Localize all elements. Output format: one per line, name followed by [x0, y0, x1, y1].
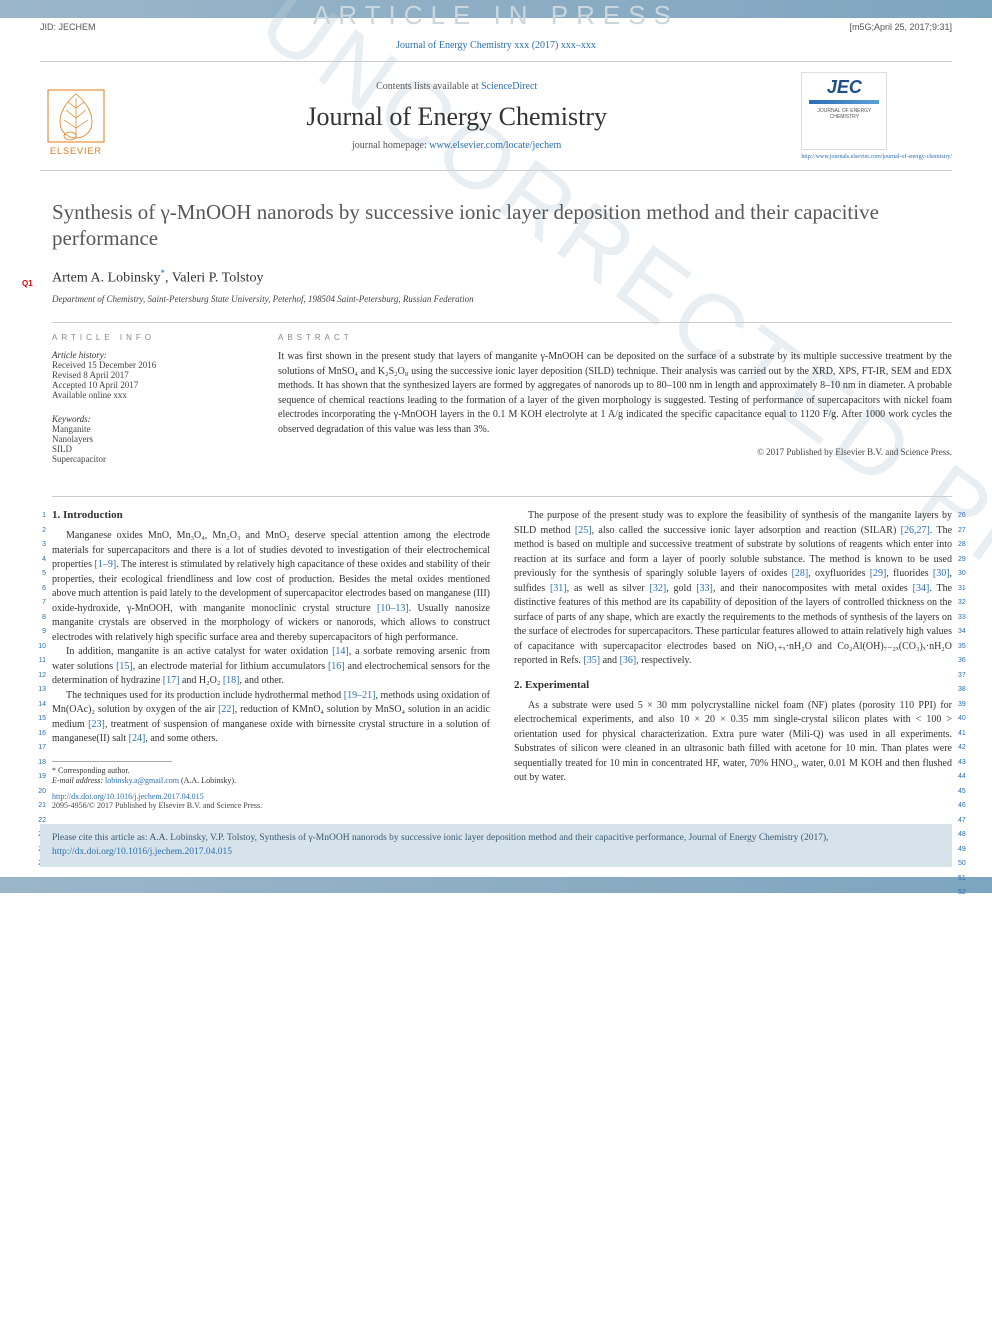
keyword-item: Manganite	[52, 424, 252, 434]
jec-cover-block: JEC JOURNAL OF ENERGY CHEMISTRY http://w…	[801, 72, 952, 160]
keyword-item: SILD	[52, 444, 252, 454]
journal-citation-line: Journal of Energy Chemistry xxx (2017) x…	[0, 34, 992, 61]
divider-2	[52, 496, 952, 497]
article-content: Q1 Synthesis of γ-MnOOH nanorods by succ…	[0, 171, 992, 810]
intro-para-1: Manganese oxides MnO, Mn₃O₄, Mn₂O₃ and M…	[52, 529, 490, 645]
article-info-block: ARTICLE INFO Article history: Received 1…	[52, 333, 252, 478]
abstract-heading: ABSTRACT	[278, 333, 952, 342]
author-2: Valeri P. Tolstoy	[172, 270, 264, 285]
elsevier-brand-text: ELSEVIER	[50, 146, 102, 156]
journal-name: Journal of Energy Chemistry	[126, 102, 787, 132]
intro-para-2: In addition, manganite is an active cata…	[52, 645, 490, 689]
author-email-link[interactable]: lobinsky.a@gmail.com	[105, 776, 179, 785]
contents-prefix: Contents lists available at	[376, 81, 481, 92]
jec-color-bar	[809, 100, 879, 104]
elsevier-logo: ELSEVIER	[40, 76, 112, 156]
jec-subtitle: JOURNAL OF ENERGY CHEMISTRY	[802, 108, 886, 120]
experimental-para-1: As a substrate were used 5 × 30 mm polyc…	[514, 699, 952, 786]
bottom-gradient-bar	[0, 877, 992, 893]
keyword-item: Nanolayers	[52, 434, 252, 444]
citation-box: Please cite this article as: A.A. Lobins…	[40, 824, 952, 867]
author-separator: ,	[165, 270, 172, 285]
author-1: Artem A. Lobinsky	[52, 270, 161, 285]
online-date: Available online xxx	[52, 390, 252, 400]
article-history: Article history: Received 15 December 20…	[52, 350, 252, 400]
introduction-heading: 1. Introduction	[52, 509, 490, 521]
corresponding-author-note: * Corresponding author.	[52, 766, 490, 776]
typeset-stamp: [m5G;April 25, 2017;9:31]	[849, 22, 952, 32]
two-column-body: 1234567891011121314151617181920212223242…	[52, 509, 952, 810]
experimental-heading: 2. Experimental	[514, 679, 952, 691]
email-suffix: (A.A. Lobinsky).	[179, 776, 236, 785]
abstract-text: It was first shown in the present study …	[278, 350, 952, 437]
query-marker-q1: Q1	[22, 279, 33, 288]
journal-masthead: ELSEVIER Contents lists available at Sci…	[40, 61, 952, 171]
elsevier-tree-icon	[46, 88, 106, 144]
contents-available-line: Contents lists available at ScienceDirec…	[126, 81, 787, 92]
info-abstract-row: ARTICLE INFO Article history: Received 1…	[52, 333, 952, 478]
email-line: E-mail address: lobinsky.a@gmail.com (A.…	[52, 776, 490, 786]
jec-cover-thumbnail: JEC JOURNAL OF ENERGY CHEMISTRY	[801, 72, 887, 150]
homepage-prefix: journal homepage:	[352, 140, 429, 151]
masthead-center: Contents lists available at ScienceDirec…	[126, 81, 787, 151]
line-numbers-left: 1234567891011121314151617181920212223242…	[24, 509, 46, 872]
keywords-block: Keywords: Manganite Nanolayers SILD Supe…	[52, 414, 252, 464]
received-date: Received 15 December 2016	[52, 360, 252, 370]
keywords-label: Keywords:	[52, 414, 252, 424]
revised-date: Revised 8 April 2017	[52, 370, 252, 380]
article-title: Synthesis of γ-MnOOH nanorods by success…	[52, 199, 952, 252]
keyword-item: Supercapacitor	[52, 454, 252, 464]
line-numbers-right: 2627282930313233343536373839404142434445…	[958, 509, 980, 901]
homepage-link[interactable]: www.elsevier.com/locate/jechem	[429, 140, 561, 151]
jid-code: JID: JECHEM	[40, 22, 96, 32]
footnote-separator	[52, 761, 172, 762]
article-in-press-watermark: ARTICLE IN PRESS	[313, 0, 679, 31]
intro-para-4: The purpose of the present study was to …	[514, 509, 952, 669]
sciencedirect-link[interactable]: ScienceDirect	[481, 81, 537, 92]
intro-para-3: The techniques used for its production i…	[52, 689, 490, 747]
page-root: ARTICLE IN PRESS UNCORRECTED PROOF JID: …	[0, 0, 992, 1323]
abstract-copyright: © 2017 Published by Elsevier B.V. and Sc…	[278, 447, 952, 457]
accepted-date: Accepted 10 April 2017	[52, 380, 252, 390]
divider-1	[52, 322, 952, 323]
right-column: 2627282930313233343536373839404142434445…	[514, 509, 952, 810]
article-info-heading: ARTICLE INFO	[52, 333, 252, 342]
abstract-block: ABSTRACT It was first shown in the prese…	[278, 333, 952, 478]
jec-journal-url[interactable]: http://www.journals.elsevier.com/journal…	[801, 154, 952, 160]
citation-doi-link[interactable]: http://dx.doi.org/10.1016/j.jechem.2017.…	[52, 847, 232, 857]
email-label: E-mail address:	[52, 776, 105, 785]
jec-acronym: JEC	[827, 77, 862, 98]
doi-link[interactable]: http://dx.doi.org/10.1016/j.jechem.2017.…	[52, 792, 490, 801]
history-label: Article history:	[52, 350, 252, 360]
left-column: 1234567891011121314151617181920212223242…	[52, 509, 490, 810]
author-list: Artem A. Lobinsky*, Valeri P. Tolstoy	[52, 268, 952, 287]
journal-homepage-line: journal homepage: www.elsevier.com/locat…	[126, 140, 787, 151]
issn-copyright: 2095-4956/© 2017 Published by Elsevier B…	[52, 801, 490, 810]
citation-text: Please cite this article as: A.A. Lobins…	[52, 833, 829, 843]
affiliation: Department of Chemistry, Saint-Petersbur…	[52, 294, 952, 304]
